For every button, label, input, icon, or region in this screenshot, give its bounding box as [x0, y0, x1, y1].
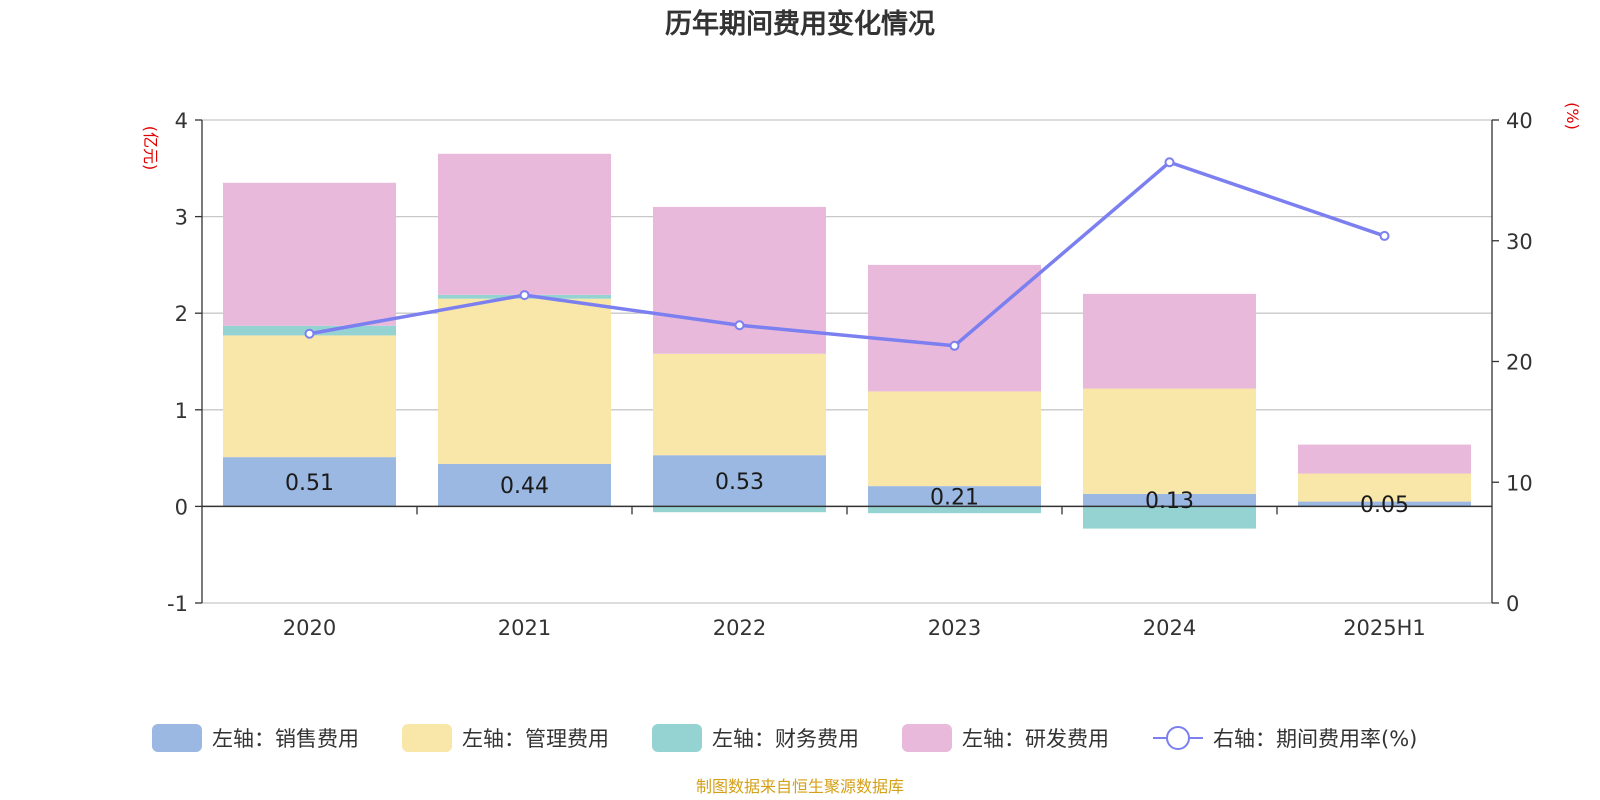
bar-rnd [438, 153, 611, 295]
bar-sales [868, 486, 1041, 507]
right-axis-tick-label: 20 [1506, 351, 1533, 375]
bar-admin [1083, 388, 1256, 494]
bar-sales [1298, 501, 1471, 507]
bar-rnd [223, 182, 396, 326]
x-axis-tick-label: 2021 [498, 616, 551, 640]
sales-data-label: 0.21 [930, 485, 979, 510]
bar-finance [868, 506, 1041, 514]
bar-admin [438, 298, 611, 464]
left-axis-tick-label: 2 [175, 302, 188, 326]
bar-series [223, 153, 1471, 529]
bar-admin [223, 335, 396, 458]
bar-rnd [868, 264, 1041, 392]
left-axis-tick-label: 1 [175, 399, 188, 423]
rate-line [309, 160, 1386, 348]
bar-sales [1083, 493, 1256, 507]
x-axis-tick-label: 2022 [713, 616, 766, 640]
rate-point [1164, 157, 1175, 168]
x-axis-tick-label: 2025H1 [1343, 616, 1426, 640]
legend-swatch-sales [152, 724, 202, 752]
legend-label-admin: 左轴：管理费用 [462, 727, 609, 751]
bar-admin [1298, 473, 1471, 502]
source-note: 制图数据来自恒生聚源数据库 [696, 777, 904, 796]
right-axis-tick-label: 0 [1506, 592, 1519, 616]
bar-finance [1083, 506, 1256, 529]
chart-title: 历年期间费用变化情况 [665, 8, 935, 40]
bar-finance [653, 506, 826, 513]
bar-rnd [1083, 293, 1256, 389]
rate-point [734, 320, 745, 331]
bar-admin [653, 353, 826, 456]
rate-point [1379, 230, 1390, 241]
bar-sales [438, 463, 611, 507]
legend-swatch-admin [402, 724, 452, 752]
sales-data-label: 0.05 [1360, 493, 1409, 518]
legend-swatch-rate-marker [1166, 726, 1190, 750]
left-axis-tick-label: 3 [175, 206, 188, 230]
x-axis-tick-label: 2020 [283, 616, 336, 640]
bar-admin [868, 391, 1041, 487]
legend-label-rnd: 左轴：研发费用 [962, 727, 1109, 751]
left-axis-tick-label: 4 [175, 109, 188, 133]
legend-label-sales: 左轴：销售费用 [212, 727, 359, 751]
rate-point [304, 328, 315, 339]
bar-sales [223, 457, 396, 507]
left-axis-unit: (亿元) [141, 126, 160, 171]
rate-point [519, 290, 530, 301]
sales-data-label: 0.51 [285, 471, 334, 496]
right-axis-tick-label: 40 [1506, 109, 1533, 133]
legend-label-rate: 右轴：期间费用率(%) [1213, 727, 1417, 751]
sales-data-label: 0.44 [500, 474, 549, 499]
sales-data-label: 0.53 [715, 470, 764, 495]
x-axis-tick-label: 2023 [928, 616, 981, 640]
legend-swatch-finance [652, 724, 702, 752]
x-axis-tick-label: 2024 [1143, 616, 1196, 640]
right-axis-tick-label: 30 [1506, 230, 1533, 254]
right-axis-tick-label: 10 [1506, 471, 1533, 495]
legend: 左轴：销售费用 左轴：管理费用 左轴：财务费用 左轴：研发费用 右轴：期间费用率(%) [152, 724, 1417, 752]
left-axis-tick-label: -1 [167, 592, 188, 616]
sales-data-label: 0.13 [1145, 489, 1194, 514]
bar-rnd [1298, 444, 1471, 474]
legend-swatch-rnd [902, 724, 952, 752]
right-axis-unit: (%) [1563, 102, 1582, 130]
rate-line-series [304, 157, 1390, 351]
bar-sales [653, 455, 826, 507]
left-axis-tick-label: 0 [175, 495, 188, 519]
rate-point [949, 340, 960, 351]
legend-label-finance: 左轴：财务费用 [712, 727, 859, 751]
data-labels: 0.51 0.44 0.53 0.21 0.13 0.05 [285, 470, 1409, 518]
